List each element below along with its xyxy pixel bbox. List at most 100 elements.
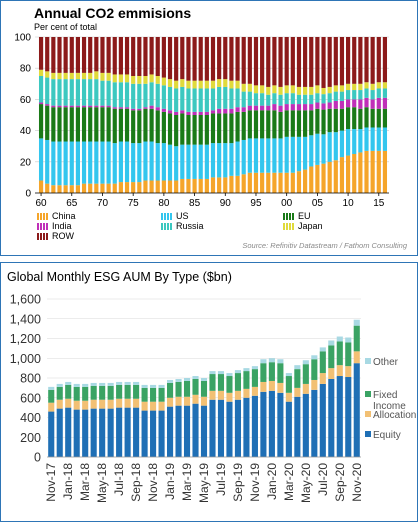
x-tick-label: 60: [36, 198, 48, 209]
bar-segment-allocation: [166, 397, 174, 407]
bar-segment-india: [382, 97, 388, 109]
bar-segment-fixed-income: [141, 387, 148, 402]
bar-segment-japan: [303, 86, 308, 95]
bar-segment-china: [198, 178, 203, 193]
bar-segment-other: [175, 378, 182, 382]
bar-segment-eu: [118, 108, 123, 142]
x-tick-label: Jan-18: [61, 463, 75, 500]
bar-segment-fixed-income: [353, 325, 360, 352]
bar-segment-japan: [352, 83, 357, 91]
bar-segment-eu: [253, 110, 259, 139]
bar-segment-eu: [69, 107, 74, 142]
bar-segment-row: [210, 37, 216, 81]
bar-segment-china: [309, 166, 314, 193]
bar-segment-equity: [90, 408, 97, 457]
bar-segment-us: [155, 143, 160, 181]
bar-segment-japan: [69, 72, 74, 80]
bar-segment-india: [81, 105, 87, 108]
bar-segment-fixed-income: [73, 386, 80, 401]
bar-segment-fixed-income: [166, 382, 174, 398]
bar-segment-eu: [303, 110, 308, 137]
bar-segment-us: [296, 136, 302, 172]
bar-segment-eu: [321, 109, 326, 135]
bar-segment-india: [63, 105, 68, 108]
bar-segment-india: [210, 110, 216, 114]
bar-segment-row: [81, 37, 87, 73]
bar-segment-india: [100, 105, 105, 108]
bar-segment-india: [296, 104, 302, 111]
bar-segment-equity: [353, 363, 360, 457]
x-tick-label: 90: [220, 198, 232, 209]
bar-segment-us: [186, 144, 191, 179]
bar-segment-eu: [137, 110, 142, 144]
bar-segment-row: [241, 37, 246, 84]
bar-segment-fixed-income: [116, 384, 123, 399]
y-tick-label: 100: [14, 33, 31, 44]
bar-segment-china: [253, 172, 259, 193]
bar-segment-other: [166, 379, 174, 383]
bar-segment-row: [339, 37, 345, 86]
bar-segment-other: [336, 336, 343, 342]
bar-segment-india: [358, 99, 363, 109]
bar-segment-russia: [155, 83, 160, 108]
bar-segment-other: [192, 376, 199, 379]
legend-item-eu: EU: [283, 211, 311, 221]
bar-segment-equity: [141, 410, 148, 457]
bar-segment-allocation: [116, 398, 123, 408]
bar-segment-japan: [266, 86, 271, 95]
x-tick-label: Jul-20: [316, 463, 330, 496]
bar-segment-other: [277, 359, 284, 364]
bar-segment-russia: [45, 77, 50, 105]
bar-segment-japan: [192, 80, 197, 89]
bar-segment-india: [315, 102, 320, 109]
bar-segment-india: [339, 100, 345, 109]
bar-segment-china: [149, 180, 154, 193]
bar-segment-eu: [370, 108, 375, 128]
bar-segment-allocation: [200, 396, 208, 406]
bar-segment-india: [346, 99, 351, 108]
bar-segment-other: [268, 358, 275, 363]
bar-segment-row: [75, 37, 80, 73]
bar-segment-fixed-income: [209, 374, 216, 391]
bar-segment-japan: [57, 72, 62, 80]
bar-segment-row: [266, 37, 271, 87]
bar-segment-other: [56, 383, 63, 387]
bar-segment-china: [204, 178, 209, 193]
legend-swatch: [283, 212, 294, 220]
bar-segment-equity: [234, 399, 242, 457]
bar-segment-china: [75, 185, 80, 193]
bar-segment-russia: [118, 82, 123, 108]
bar-segment-japan: [278, 86, 283, 95]
bar-segment-eu: [278, 111, 283, 139]
bar-segment-equity: [133, 407, 140, 457]
bar-segment-china: [260, 172, 265, 193]
bar-segment-eu: [376, 108, 381, 128]
bar-segment-us: [309, 135, 314, 167]
bar-segment-us: [131, 143, 136, 183]
bar-segment-allocation: [99, 399, 106, 409]
bar-segment-russia: [38, 76, 44, 103]
legend-label: US: [176, 211, 189, 221]
bar-segment-row: [149, 37, 154, 75]
bar-segment-row: [88, 37, 93, 73]
bar-segment-india: [137, 108, 142, 111]
bar-segment-japan: [118, 74, 123, 83]
bar-segment-fixed-income: [311, 359, 318, 380]
bar-segment-eu: [94, 107, 99, 142]
legend-label: Japan: [298, 221, 323, 231]
bar-segment-china: [124, 182, 130, 193]
bar-segment-fixed-income: [319, 351, 326, 374]
y-tick-label: 0: [34, 451, 41, 465]
bar-segment-china: [143, 180, 148, 193]
bar-segment-fixed-income: [133, 384, 140, 399]
bar-segment-japan: [358, 83, 363, 91]
bar-segment-russia: [131, 83, 136, 109]
bar-segment-russia: [278, 94, 283, 106]
bar-segment-us: [315, 133, 320, 165]
bar-segment-china: [118, 182, 123, 193]
bar-segment-row: [57, 37, 62, 73]
bar-segment-allocation: [209, 390, 216, 400]
bar-segment-russia: [247, 91, 252, 106]
bar-segment-eu: [186, 115, 191, 145]
